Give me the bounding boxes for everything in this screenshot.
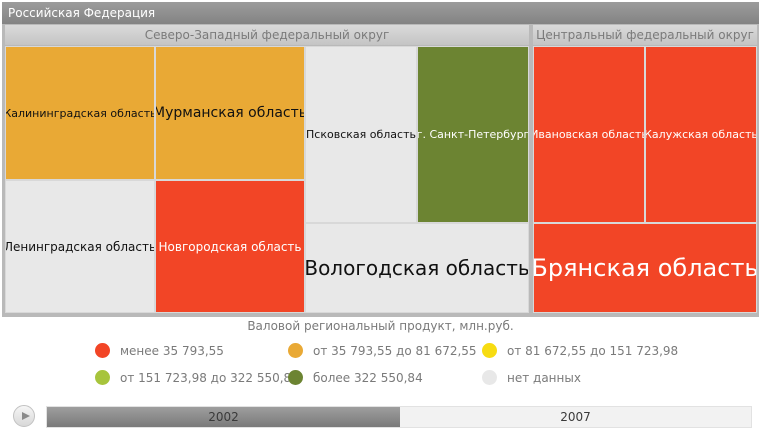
treemap-cell[interactable]: Ивановская область [533,46,645,223]
legend-item: от 81 672,55 до 151 723,98 [482,343,678,358]
legend-label: от 151 723,98 до 322 550,84 [120,370,299,385]
legend-label: менее 35 793,55 [120,343,224,358]
legend-item: от 35 793,55 до 81 672,55 [288,343,477,358]
legend-swatch [482,343,497,358]
treemap-cell[interactable]: Ленинградская область [5,180,155,313]
root-header[interactable]: Российская Федерация [2,2,759,24]
treemap-cell[interactable]: Вологодская область [305,223,529,313]
legend-item: нет данных [482,370,581,385]
legend-item: более 322 550,84 [288,370,423,385]
treemap-cell[interactable]: Псковская область [305,46,417,223]
legend-swatch [482,370,497,385]
legend-label: от 81 672,55 до 151 723,98 [507,343,679,358]
legend-label: более 322 550,84 [313,370,423,385]
timeline[interactable]: 2002 2007 [46,406,752,428]
timeline-year[interactable]: 2002 [47,407,400,427]
legend-swatch [95,343,110,358]
legend-title: Валовой региональный продукт, млн.руб. [247,319,514,333]
group-header[interactable]: Северо-Западный федеральный округ [5,25,529,45]
timeline-year[interactable]: 2007 [560,410,591,424]
legend-swatch [288,370,303,385]
legend-swatch [288,343,303,358]
legend-label: нет данных [507,370,581,385]
treemap-cell[interactable]: Мурманская область [155,46,305,180]
treemap-cell[interactable]: Брянская область [533,223,757,313]
legend-item: менее 35 793,55 [95,343,224,358]
treemap-cell[interactable]: Калининградская область [5,46,155,180]
legend-item: от 151 723,98 до 322 550,84 [95,370,299,385]
treemap-cell[interactable]: Калужская область [645,46,757,223]
group-header[interactable]: Центральный федеральный округ [533,25,757,45]
treemap-cell[interactable]: г. Санкт-Петербург [417,46,529,223]
legend-label: от 35 793,55 до 81 672,55 [313,343,477,358]
treemap-cell[interactable]: Новгородская область [155,180,305,313]
legend-swatch [95,370,110,385]
play-button[interactable] [13,405,35,427]
